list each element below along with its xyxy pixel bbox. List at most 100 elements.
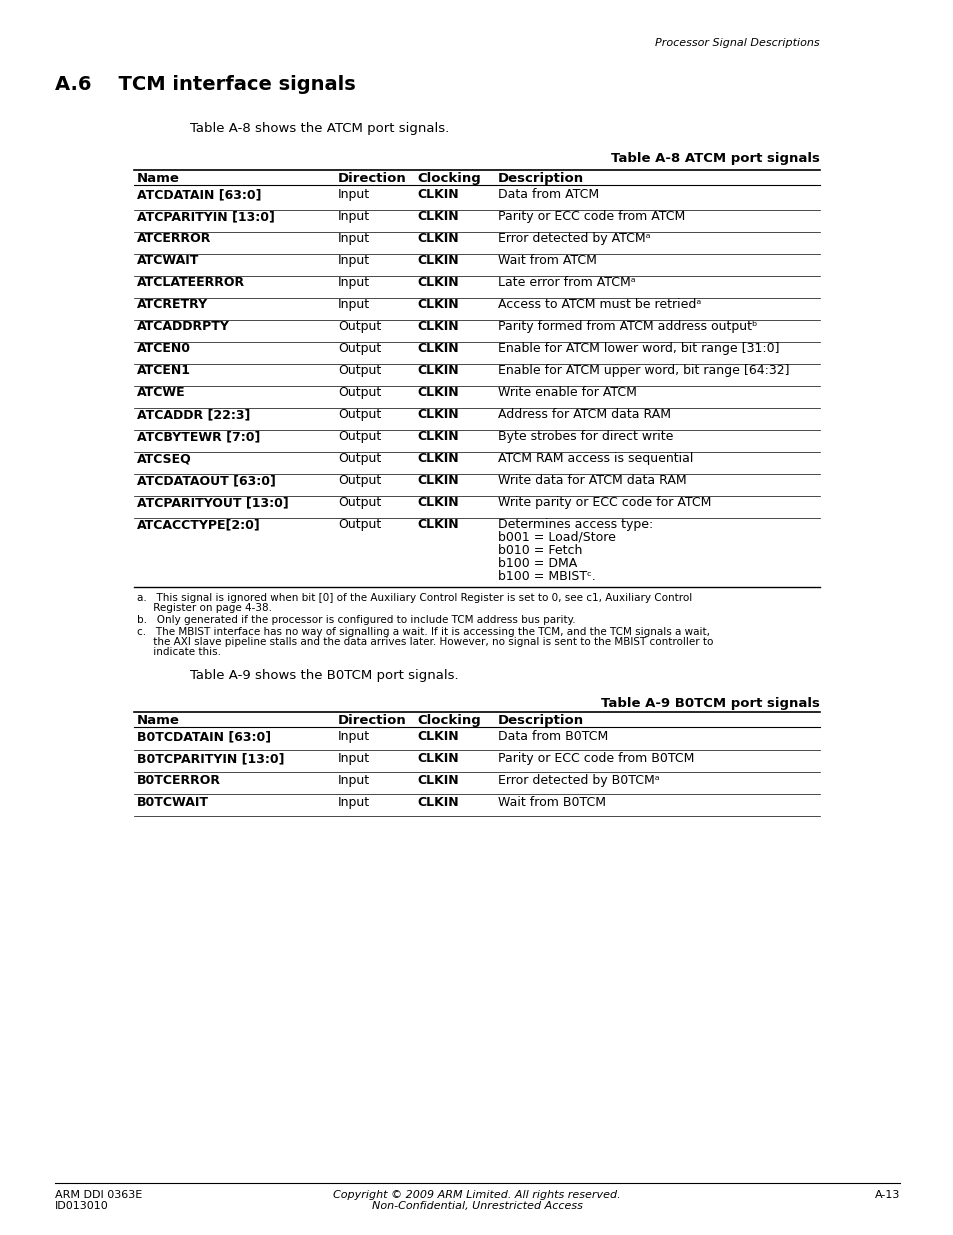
Text: Address for ATCM data RAM: Address for ATCM data RAM: [497, 408, 670, 421]
Text: Enable for ATCM lower word, bit range [31:0]: Enable for ATCM lower word, bit range [3…: [497, 342, 779, 354]
Text: ATCACCTYPE[2:0]: ATCACCTYPE[2:0]: [137, 517, 260, 531]
Text: b001 = Load/Store: b001 = Load/Store: [497, 531, 616, 543]
Text: a.   This signal is ignored when bit [0] of the Auxiliary Control Register is se: a. This signal is ignored when bit [0] o…: [137, 593, 692, 603]
Text: Wait from B0TCM: Wait from B0TCM: [497, 797, 605, 809]
Text: CLKIN: CLKIN: [416, 275, 458, 289]
Text: ATCWAIT: ATCWAIT: [137, 254, 199, 267]
Text: Table A-8 ATCM port signals: Table A-8 ATCM port signals: [611, 152, 820, 165]
Text: Description: Description: [497, 172, 583, 185]
Text: Table A-8 shows the ATCM port signals.: Table A-8 shows the ATCM port signals.: [190, 122, 449, 135]
Text: ID013010: ID013010: [55, 1200, 109, 1212]
Text: the AXI slave pipeline stalls and the data arrives later. However, no signal is : the AXI slave pipeline stalls and the da…: [137, 637, 713, 647]
Text: CLKIN: CLKIN: [416, 254, 458, 267]
Text: Input: Input: [337, 797, 370, 809]
Text: ATCPARITYIN [13:0]: ATCPARITYIN [13:0]: [137, 210, 274, 224]
Text: CLKIN: CLKIN: [416, 232, 458, 245]
Text: ATCERROR: ATCERROR: [137, 232, 212, 245]
Text: CLKIN: CLKIN: [416, 430, 458, 443]
Text: A.6    TCM interface signals: A.6 TCM interface signals: [55, 75, 355, 94]
Text: Direction: Direction: [337, 714, 406, 727]
Text: Input: Input: [337, 188, 370, 201]
Text: CLKIN: CLKIN: [416, 730, 458, 743]
Text: ATCPARITYOUT [13:0]: ATCPARITYOUT [13:0]: [137, 496, 289, 509]
Text: Table A-9 shows the B0TCM port signals.: Table A-9 shows the B0TCM port signals.: [190, 669, 458, 682]
Text: Input: Input: [337, 774, 370, 787]
Text: Output: Output: [337, 342, 381, 354]
Text: Input: Input: [337, 730, 370, 743]
Text: Input: Input: [337, 254, 370, 267]
Text: ATCWE: ATCWE: [137, 387, 186, 399]
Text: Wait from ATCM: Wait from ATCM: [497, 254, 597, 267]
Text: Output: Output: [337, 408, 381, 421]
Text: Output: Output: [337, 430, 381, 443]
Text: Data from ATCM: Data from ATCM: [497, 188, 598, 201]
Text: ATCDATAIN [63:0]: ATCDATAIN [63:0]: [137, 188, 261, 201]
Text: ATCEN0: ATCEN0: [137, 342, 191, 354]
Text: ATCM RAM access is sequential: ATCM RAM access is sequential: [497, 452, 693, 466]
Text: CLKIN: CLKIN: [416, 452, 458, 466]
Text: Determines access type:: Determines access type:: [497, 517, 653, 531]
Text: Input: Input: [337, 232, 370, 245]
Text: Output: Output: [337, 517, 381, 531]
Text: ATCBYTEWR [7:0]: ATCBYTEWR [7:0]: [137, 430, 260, 443]
Text: ATCEN1: ATCEN1: [137, 364, 191, 377]
Text: Clocking: Clocking: [416, 172, 480, 185]
Text: Name: Name: [137, 714, 180, 727]
Text: Register on page 4-38.: Register on page 4-38.: [137, 603, 272, 613]
Text: Output: Output: [337, 387, 381, 399]
Text: Write parity or ECC code for ATCM: Write parity or ECC code for ATCM: [497, 496, 711, 509]
Text: Access to ATCM must be retriedᵃ: Access to ATCM must be retriedᵃ: [497, 298, 700, 311]
Text: Error detected by B0TCMᵃ: Error detected by B0TCMᵃ: [497, 774, 659, 787]
Text: Processor Signal Descriptions: Processor Signal Descriptions: [655, 38, 820, 48]
Text: Late error from ATCMᵃ: Late error from ATCMᵃ: [497, 275, 635, 289]
Text: ATCADDRPTY: ATCADDRPTY: [137, 320, 230, 333]
Text: B0TCWAIT: B0TCWAIT: [137, 797, 209, 809]
Text: Non-Confidential, Unrestricted Access: Non-Confidential, Unrestricted Access: [371, 1200, 582, 1212]
Text: Output: Output: [337, 452, 381, 466]
Text: Enable for ATCM upper word, bit range [64:32]: Enable for ATCM upper word, bit range [6…: [497, 364, 789, 377]
Text: CLKIN: CLKIN: [416, 408, 458, 421]
Text: B0TCERROR: B0TCERROR: [137, 774, 221, 787]
Text: b100 = DMA: b100 = DMA: [497, 557, 577, 571]
Text: Input: Input: [337, 752, 370, 764]
Text: CLKIN: CLKIN: [416, 387, 458, 399]
Text: ATCLATEERROR: ATCLATEERROR: [137, 275, 245, 289]
Text: CLKIN: CLKIN: [416, 496, 458, 509]
Text: Parity or ECC code from ATCM: Parity or ECC code from ATCM: [497, 210, 684, 224]
Text: CLKIN: CLKIN: [416, 474, 458, 487]
Text: ARM DDI 0363E: ARM DDI 0363E: [55, 1191, 142, 1200]
Text: Input: Input: [337, 210, 370, 224]
Text: Input: Input: [337, 298, 370, 311]
Text: Data from B0TCM: Data from B0TCM: [497, 730, 608, 743]
Text: c.   The MBIST interface has no way of signalling a wait. If it is accessing the: c. The MBIST interface has no way of sig…: [137, 627, 709, 637]
Text: ATCRETRY: ATCRETRY: [137, 298, 208, 311]
Text: ATCDATAOUT [63:0]: ATCDATAOUT [63:0]: [137, 474, 275, 487]
Text: CLKIN: CLKIN: [416, 298, 458, 311]
Text: Output: Output: [337, 320, 381, 333]
Text: Error detected by ATCMᵃ: Error detected by ATCMᵃ: [497, 232, 650, 245]
Text: CLKIN: CLKIN: [416, 320, 458, 333]
Text: CLKIN: CLKIN: [416, 342, 458, 354]
Text: Byte strobes for direct write: Byte strobes for direct write: [497, 430, 673, 443]
Text: b010 = Fetch: b010 = Fetch: [497, 543, 581, 557]
Text: Output: Output: [337, 364, 381, 377]
Text: CLKIN: CLKIN: [416, 797, 458, 809]
Text: B0TCDATAIN [63:0]: B0TCDATAIN [63:0]: [137, 730, 271, 743]
Text: CLKIN: CLKIN: [416, 364, 458, 377]
Text: Parity formed from ATCM address outputᵇ: Parity formed from ATCM address outputᵇ: [497, 320, 757, 333]
Text: Write data for ATCM data RAM: Write data for ATCM data RAM: [497, 474, 686, 487]
Text: B0TCPARITYIN [13:0]: B0TCPARITYIN [13:0]: [137, 752, 284, 764]
Text: CLKIN: CLKIN: [416, 517, 458, 531]
Text: indicate this.: indicate this.: [137, 647, 221, 657]
Text: ATCSEQ: ATCSEQ: [137, 452, 192, 466]
Text: Output: Output: [337, 496, 381, 509]
Text: Name: Name: [137, 172, 180, 185]
Text: Output: Output: [337, 474, 381, 487]
Text: Write enable for ATCM: Write enable for ATCM: [497, 387, 637, 399]
Text: Input: Input: [337, 275, 370, 289]
Text: Description: Description: [497, 714, 583, 727]
Text: Clocking: Clocking: [416, 714, 480, 727]
Text: CLKIN: CLKIN: [416, 752, 458, 764]
Text: b.   Only generated if the processor is configured to include TCM address bus pa: b. Only generated if the processor is co…: [137, 615, 575, 625]
Text: Table A-9 B0TCM port signals: Table A-9 B0TCM port signals: [600, 697, 820, 710]
